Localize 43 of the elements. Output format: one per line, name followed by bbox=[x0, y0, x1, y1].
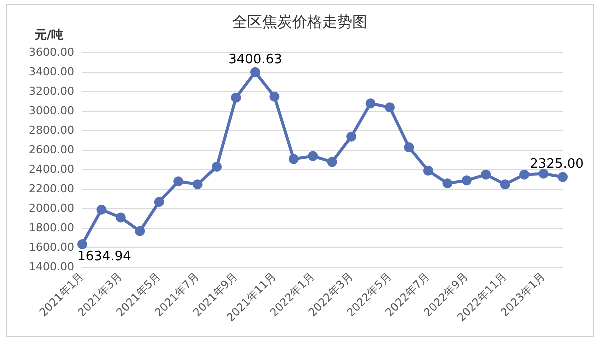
point bbox=[346, 132, 357, 142]
chart-title: 全区焦炭价格走势图 bbox=[232, 13, 368, 31]
point bbox=[116, 212, 126, 223]
point bbox=[442, 178, 453, 189]
point bbox=[77, 240, 88, 250]
y-tick-label: 1800.00 bbox=[28, 221, 74, 234]
y-tick-label: 1600.00 bbox=[28, 240, 74, 254]
point bbox=[308, 151, 318, 162]
point bbox=[538, 168, 549, 179]
point bbox=[366, 98, 376, 109]
y-tick-label: 3200.00 bbox=[28, 84, 74, 98]
point bbox=[212, 162, 222, 172]
point bbox=[135, 226, 146, 236]
point bbox=[174, 176, 184, 187]
point bbox=[192, 180, 203, 190]
point bbox=[250, 67, 260, 78]
point bbox=[481, 170, 492, 180]
y-tick-label: 3600.00 bbox=[28, 46, 74, 59]
point bbox=[288, 154, 299, 164]
y-tick-label: 2600.00 bbox=[28, 143, 74, 156]
point bbox=[154, 197, 164, 208]
point bbox=[500, 180, 510, 190]
y-tick-label: 1400.00 bbox=[28, 260, 74, 274]
data-label: 2325.00 bbox=[530, 157, 584, 172]
y-tick-label: 2200.00 bbox=[28, 182, 74, 196]
point bbox=[404, 142, 414, 153]
y-tick-label: 2000.00 bbox=[28, 202, 74, 215]
y-tick-label: 3000.00 bbox=[28, 104, 74, 118]
point bbox=[558, 172, 568, 182]
y-tick-label: 2800.00 bbox=[28, 124, 74, 137]
point bbox=[327, 157, 338, 168]
y-tick-label: 3400.00 bbox=[28, 65, 74, 78]
point bbox=[96, 204, 107, 215]
y-tick-label: 2400.00 bbox=[28, 162, 74, 176]
data-label: 1634.94 bbox=[78, 249, 132, 264]
point bbox=[423, 166, 434, 176]
point bbox=[270, 92, 280, 102]
data-label: 3400.63 bbox=[228, 52, 282, 68]
point bbox=[231, 92, 242, 103]
point bbox=[520, 170, 530, 180]
point bbox=[462, 176, 472, 186]
y-axis-title: 元/吨 bbox=[35, 27, 64, 44]
point bbox=[385, 102, 396, 113]
